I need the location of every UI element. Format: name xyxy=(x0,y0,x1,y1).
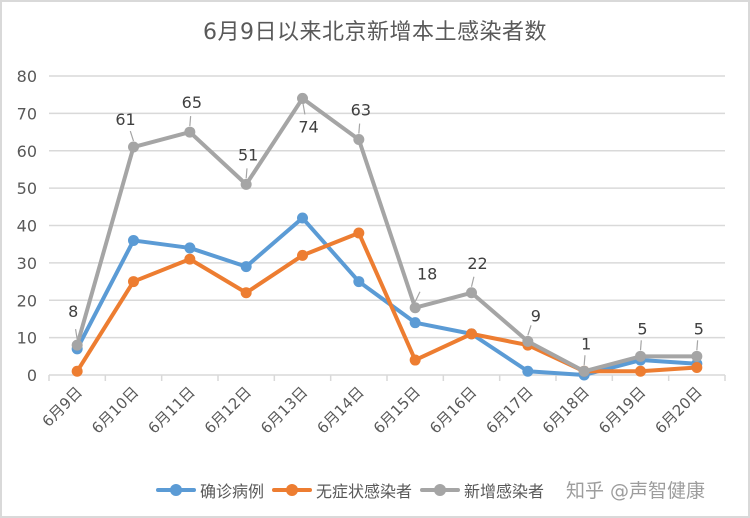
y-tick-label: 60 xyxy=(17,142,37,161)
leader-line xyxy=(583,355,586,366)
data-point xyxy=(184,126,196,138)
watermark: 知乎 @声智健康 xyxy=(566,480,706,502)
leader-line xyxy=(301,100,306,115)
data-point xyxy=(635,365,646,377)
data-point xyxy=(466,328,477,340)
data-label: 61 xyxy=(115,110,135,129)
data-label: 22 xyxy=(467,254,487,273)
data-point xyxy=(240,261,252,273)
x-tick-label: 6月11日 xyxy=(144,383,198,437)
leader-line xyxy=(129,130,135,142)
data-point xyxy=(409,302,421,314)
data-point xyxy=(409,317,421,329)
leader-line xyxy=(414,291,421,302)
data-label: 63 xyxy=(351,101,371,120)
chart-title: 6月9日以来北京新增本土感染者数 xyxy=(203,20,547,45)
y-tick-label: 0 xyxy=(27,366,37,385)
x-tick-label: 6月14日 xyxy=(313,383,367,437)
data-point xyxy=(297,212,308,224)
data-point xyxy=(297,249,308,261)
legend-marker-icon xyxy=(272,483,313,497)
leader-line xyxy=(74,329,78,340)
series-新增感染者 xyxy=(71,92,703,377)
legend-label: 无症状感染者 xyxy=(316,482,413,501)
x-tick-label: 6月20日 xyxy=(651,383,705,437)
data-label: 8 xyxy=(68,302,78,321)
data-point xyxy=(128,276,139,288)
chart-legend: 确诊病例 无症状感染者 新增感染者 xyxy=(156,478,544,502)
data-point xyxy=(635,350,646,362)
data-point xyxy=(409,354,421,366)
data-point xyxy=(297,92,308,104)
legend-marker-icon xyxy=(156,483,196,497)
data-label: 74 xyxy=(298,117,318,136)
data-label: 9 xyxy=(531,306,541,325)
leader-line xyxy=(358,123,361,134)
data-point xyxy=(353,276,365,288)
x-tick-label: 6月12日 xyxy=(201,383,255,437)
legend-item: 确诊病例 xyxy=(156,478,264,502)
data-label: 1 xyxy=(581,334,591,353)
data-point xyxy=(691,362,703,374)
data-label: 18 xyxy=(417,265,437,284)
data-point xyxy=(128,234,139,246)
y-tick-label: 40 xyxy=(17,217,37,236)
leader-line xyxy=(696,340,699,351)
data-point xyxy=(522,335,534,347)
series-无症状感染者 xyxy=(71,227,703,377)
data-point xyxy=(691,350,703,362)
y-tick-label: 30 xyxy=(17,254,37,273)
y-tick-label: 10 xyxy=(17,329,37,348)
data-label: 5 xyxy=(637,319,647,338)
leader-line xyxy=(245,168,248,179)
legend-item: 新增感染者 xyxy=(420,478,544,502)
x-tick-label: 6月10日 xyxy=(88,383,142,437)
legend-label: 新增感染者 xyxy=(464,482,545,501)
leader-line xyxy=(189,116,192,127)
data-point xyxy=(184,253,196,265)
x-tick-label: 6月13日 xyxy=(257,383,311,437)
x-tick-label: 6月15日 xyxy=(370,383,424,437)
data-point xyxy=(353,227,365,239)
data-point xyxy=(71,365,83,377)
y-tick-label: 70 xyxy=(17,104,37,123)
data-point xyxy=(128,141,139,153)
legend-label: 确诊病例 xyxy=(200,482,265,501)
data-label: 5 xyxy=(694,319,704,338)
y-tick-label: 80 xyxy=(17,67,37,86)
leader-line xyxy=(527,325,532,336)
y-tick-label: 50 xyxy=(17,179,37,198)
legend-marker-icon xyxy=(420,483,461,497)
x-tick-label: 6月17日 xyxy=(482,383,536,437)
x-tick-label: 6月19日 xyxy=(595,383,649,437)
data-point xyxy=(466,287,477,299)
data-label: 51 xyxy=(238,145,258,164)
data-point xyxy=(578,365,590,377)
data-label: 65 xyxy=(182,93,202,112)
data-point xyxy=(71,339,83,351)
data-point xyxy=(353,134,365,146)
leader-line xyxy=(639,340,642,351)
y-tick-label: 20 xyxy=(17,291,37,310)
data-point xyxy=(184,242,196,254)
data-point xyxy=(240,178,252,190)
x-tick-label: 6月18日 xyxy=(539,383,593,437)
data-point xyxy=(522,365,534,377)
leader-line xyxy=(470,276,475,287)
x-tick-label: 6月9日 xyxy=(39,383,86,430)
x-tick-label: 6月16日 xyxy=(426,383,480,437)
legend-item: 无症状感染者 xyxy=(272,478,412,502)
data-point xyxy=(240,287,252,299)
